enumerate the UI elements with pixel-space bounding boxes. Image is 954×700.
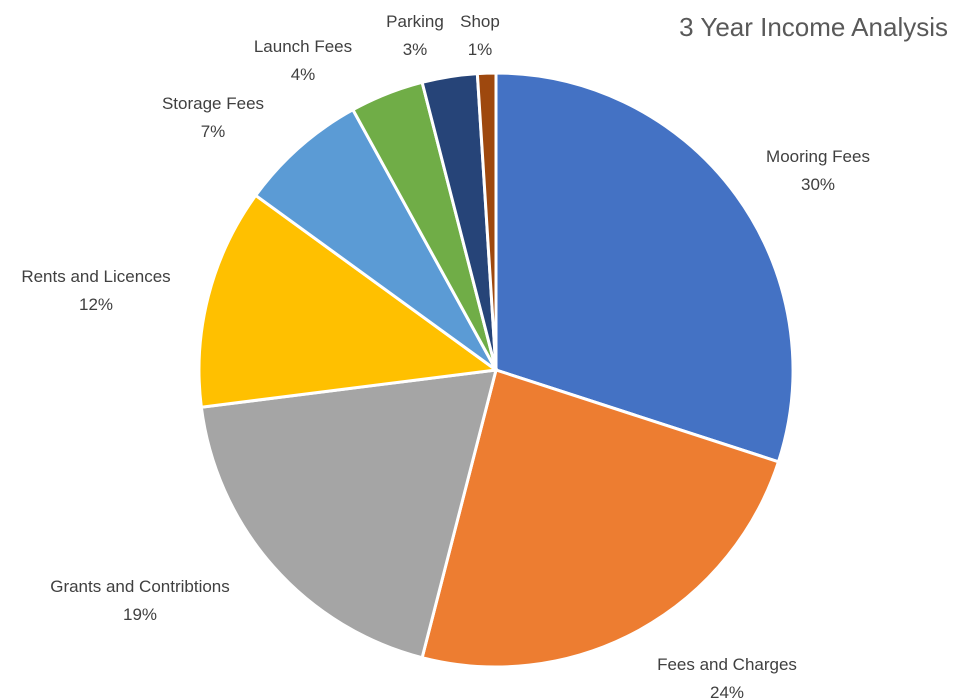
- slice-percent-storage-fees: 7%: [201, 122, 226, 141]
- slice-label-storage-fees: Storage Fees: [162, 94, 264, 113]
- slice-percent-fees-and-charges: 24%: [710, 683, 744, 700]
- slice-percent-shop: 1%: [468, 40, 493, 59]
- pie-slices: [197, 71, 795, 669]
- pie-slice-rents-and-licences: [197, 193, 500, 409]
- slice-percent-parking: 3%: [403, 40, 428, 59]
- slice-label-mooring-fees: Mooring Fees: [766, 147, 870, 166]
- slice-label-grants-and-contribtions: Grants and Contribtions: [50, 577, 230, 596]
- pie-slice-mooring-fees: [494, 71, 795, 464]
- pie-labels: Mooring Fees 30% Fees and Charges 24% Grants…: [21, 12, 870, 700]
- slice-label-rents-and-licences: Rents and Licences: [21, 267, 170, 286]
- slice-percent-launch-fees: 4%: [291, 65, 316, 84]
- slice-label-fees-and-charges: Fees and Charges: [657, 655, 797, 674]
- slice-percent-rents-and-licences: 12%: [79, 295, 113, 314]
- pie-slice-fees-and-charges: [420, 368, 781, 669]
- slice-percent-grants-and-contribtions: 19%: [123, 605, 157, 624]
- slice-label-parking: Parking: [386, 12, 444, 31]
- slice-label-shop: Shop: [460, 12, 500, 31]
- pie-slice-grants-and-contribtions: [199, 368, 499, 660]
- pie-slice-shop: [475, 71, 498, 371]
- chart-title: 3 Year Income Analysis: [679, 12, 948, 42]
- pie-slice-storage-fees: [253, 107, 498, 372]
- slice-label-launch-fees: Launch Fees: [254, 37, 352, 56]
- slice-percent-mooring-fees: 30%: [801, 175, 835, 194]
